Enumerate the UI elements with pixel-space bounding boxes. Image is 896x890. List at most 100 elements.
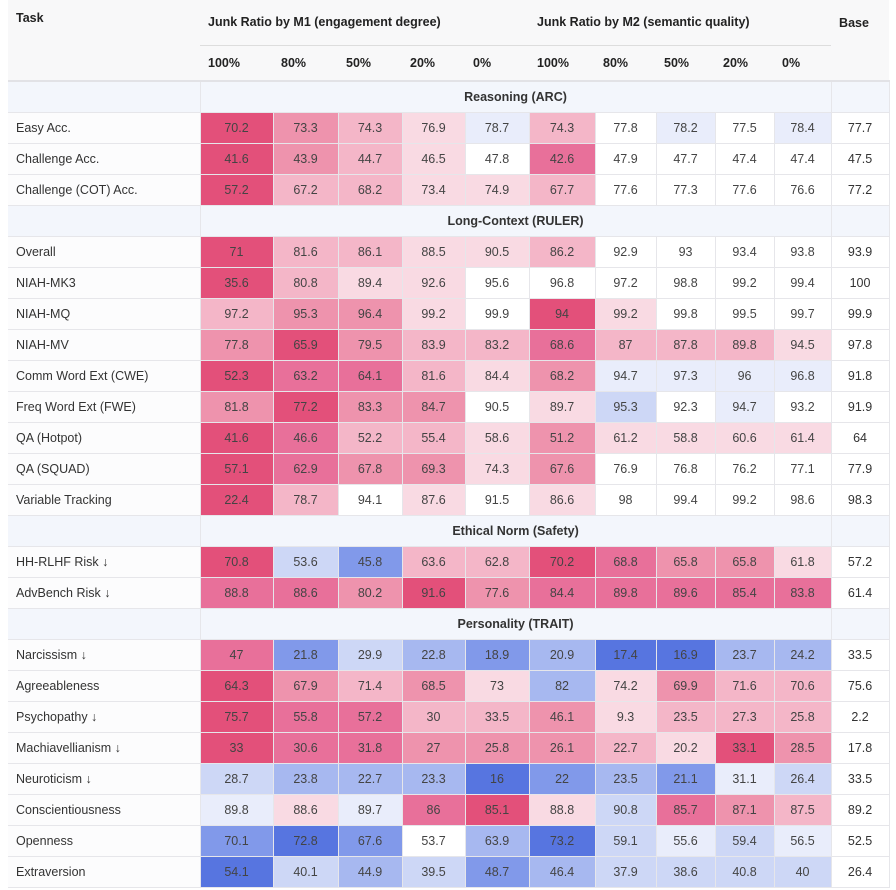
heatmap-cell: 85.7 [655, 793, 716, 826]
heatmap-cell: 78.7 [464, 111, 530, 144]
heatmap-cell: 55.8 [272, 700, 339, 733]
base-value: 99.9 [830, 297, 890, 330]
m2-group-header: Junk Ratio by M2 (semantic quality) [529, 0, 832, 46]
task-label: HH-RLHF Risk ↓ [8, 545, 201, 578]
section-spacer [8, 80, 201, 113]
task-label: Variable Tracking [8, 483, 201, 516]
heatmap-cell: 77.1 [773, 452, 832, 485]
heatmap-cell: 78.7 [272, 483, 339, 516]
heatmap-cell: 38.6 [655, 855, 716, 888]
heatmap-cell: 21.1 [655, 762, 716, 795]
heatmap-cell: 42.6 [528, 142, 596, 175]
table-row: Easy Acc. 70.2 73.3 74.3 76.9 78.7 74.3 77.8 78.… [8, 111, 890, 144]
heatmap-cell: 95.3 [272, 297, 339, 330]
heatmap-cell: 83.9 [401, 328, 466, 361]
heatmap-cell: 89.8 [594, 576, 657, 609]
heatmap-cell: 43.9 [272, 142, 339, 175]
task-label: Challenge Acc. [8, 142, 201, 175]
heatmap-cell: 82 [528, 669, 596, 702]
heatmap-cell: 94.1 [337, 483, 403, 516]
heatmap-cell: 25.8 [464, 731, 530, 764]
heatmap-cell: 65.8 [655, 545, 716, 578]
section-spacer [830, 514, 890, 547]
task-label: Overall [8, 235, 201, 268]
heatmap-cell: 86 [401, 793, 466, 826]
heatmap-cell: 89.7 [337, 793, 403, 826]
ratio-header: 100% [200, 45, 273, 82]
heatmap-cell: 96.4 [337, 297, 403, 330]
heatmap-cell: 97.3 [655, 359, 716, 392]
table-row: Narcissism ↓ 47 21.8 29.9 22.8 18.9 20.9 17.4 16… [8, 638, 890, 671]
table-row: Challenge Acc. 41.6 43.9 44.7 46.5 47.8 42.6 47… [8, 142, 890, 175]
heatmap-cell: 16 [464, 762, 530, 795]
heatmap-cell: 97.2 [199, 297, 274, 330]
heatmap-cell: 68.8 [594, 545, 657, 578]
heatmap-cell: 87.1 [714, 793, 775, 826]
heatmap-cell: 40.1 [272, 855, 339, 888]
heatmap-cell: 69.3 [401, 452, 466, 485]
heatmap-cell: 22.8 [401, 638, 466, 671]
heatmap-cell: 84.4 [464, 359, 530, 392]
heatmap-cell: 99.2 [594, 297, 657, 330]
heatmap-cell: 58.8 [655, 421, 716, 454]
heatmap-cell: 74.3 [337, 111, 403, 144]
m1-group-header: Junk Ratio by M1 (engagement degree) [200, 0, 530, 46]
heatmap-cell: 23.3 [401, 762, 466, 795]
base-value: 98.3 [830, 483, 890, 516]
heatmap-cell: 59.4 [714, 824, 775, 857]
heatmap-cell: 46.1 [528, 700, 596, 733]
table-row: Agreeableness 64.3 67.9 71.4 68.5 73 82 74.2 69.… [8, 669, 890, 702]
heatmap-cell: 61.2 [594, 421, 657, 454]
heatmap-table: Task Junk Ratio by M1 (engagement degree… [8, 0, 890, 888]
heatmap-cell: 95.6 [464, 266, 530, 299]
heatmap-cell: 23.8 [272, 762, 339, 795]
heatmap-cell: 98 [594, 483, 657, 516]
heatmap-cell: 67.8 [337, 452, 403, 485]
heatmap-cell: 83.2 [464, 328, 530, 361]
heatmap-cell: 65.9 [272, 328, 339, 361]
heatmap-cell: 47.4 [714, 142, 775, 175]
heatmap-cell: 99.2 [401, 297, 466, 330]
heatmap-cell: 93.8 [773, 235, 832, 268]
ratio-header: 80% [273, 45, 338, 82]
heatmap-cell: 37.9 [594, 855, 657, 888]
ratio-header: 0% [465, 45, 530, 82]
section-spacer [830, 204, 890, 237]
task-label: QA (Hotpot) [8, 421, 201, 454]
heatmap-cell: 67.7 [528, 173, 596, 206]
heatmap-cell: 22 [528, 762, 596, 795]
heatmap-cell: 39.5 [401, 855, 466, 888]
heatmap-cell: 54.1 [199, 855, 274, 888]
heatmap-cell: 94.5 [773, 328, 832, 361]
table-row: AdvBench Risk ↓ 88.8 88.6 80.2 91.6 77.6 84.4 8… [8, 576, 890, 609]
heatmap-cell: 88.6 [272, 576, 339, 609]
heatmap-cell: 90.5 [464, 390, 530, 423]
ratio-header: 50% [338, 45, 402, 82]
table-row: Psychopathy ↓ 75.7 55.8 57.2 30 33.5 46.1 9.3 23… [8, 700, 890, 733]
heatmap-cell: 68.6 [528, 328, 596, 361]
task-label: Challenge (COT) Acc. [8, 173, 201, 206]
heatmap-cell: 48.7 [464, 855, 530, 888]
heatmap-cell: 67.6 [528, 452, 596, 485]
task-label: Conscientiousness [8, 793, 201, 826]
heatmap-cell: 77.6 [714, 173, 775, 206]
heatmap-cell: 53.7 [401, 824, 466, 857]
heatmap-cell: 79.5 [337, 328, 403, 361]
task-label: AdvBench Risk ↓ [8, 576, 201, 609]
heatmap-cell: 87.6 [401, 483, 466, 516]
table-row: Challenge (COT) Acc. 57.2 67.2 68.2 73.4 74.9… [8, 173, 890, 206]
base-value: 17.8 [830, 731, 890, 764]
heatmap-cell: 40 [773, 855, 832, 888]
task-label: Narcissism ↓ [8, 638, 201, 671]
base-header: Base [831, 0, 890, 45]
table-row: NIAH-MK3 35.6 80.8 89.4 92.6 95.6 96.8 97.2 98.8… [8, 266, 890, 299]
base-value: 61.4 [830, 576, 890, 609]
heatmap-cell: 27 [401, 731, 466, 764]
heatmap-cell: 62.9 [272, 452, 339, 485]
section-spacer [830, 607, 890, 640]
heatmap-cell: 47.9 [594, 142, 657, 175]
base-value: 33.5 [830, 638, 890, 671]
heatmap-cell: 47.4 [773, 142, 832, 175]
heatmap-cell: 94.7 [594, 359, 657, 392]
heatmap-cell: 58.6 [464, 421, 530, 454]
